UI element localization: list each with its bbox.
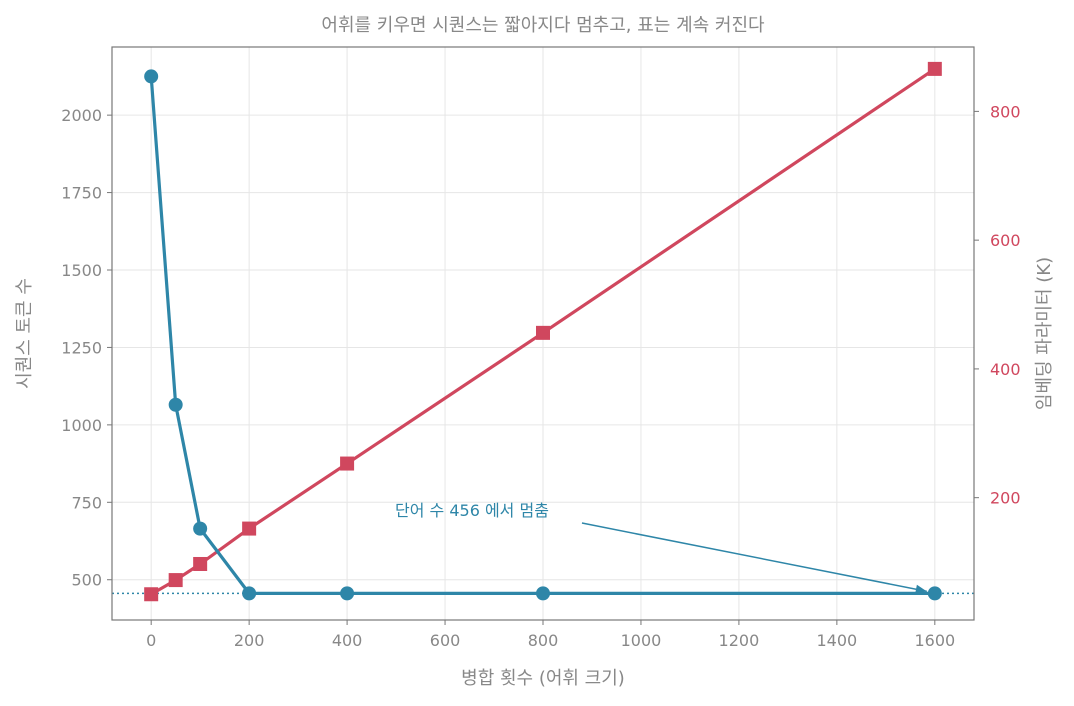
x-tick-label-2: 400 [332, 631, 363, 650]
y2-tick-label-1: 400 [990, 360, 1021, 379]
y-tick-label-2: 1000 [61, 416, 102, 435]
annotation-text: 단어 수 456 에서 멈춤 [395, 501, 549, 520]
series-0-point-0 [144, 69, 159, 84]
series-1 [144, 61, 942, 602]
series-1-point-0 [144, 587, 159, 602]
y-tick-label-5: 1750 [61, 184, 102, 203]
series-layer [144, 61, 942, 602]
y2-tick-label-2: 600 [990, 231, 1021, 250]
series-0-point-2 [193, 521, 208, 536]
x-tick-label-0: 0 [146, 631, 156, 650]
series-0 [144, 69, 942, 601]
y-axis-left-ticks: 500 750 1000 1250 1500 1750 2000 [61, 106, 112, 590]
y-tick-label-3: 1250 [61, 338, 102, 357]
series-1-point-6 [927, 61, 942, 76]
x-tick-label-6: 1200 [719, 631, 760, 650]
x-tick-label-7: 1400 [817, 631, 858, 650]
x-tick-label-4: 800 [528, 631, 559, 650]
y-axis-right-title: 임베딩 파라미터 (K) [1034, 257, 1055, 410]
x-tick-label-5: 1000 [621, 631, 662, 650]
x-axis-title: 병합 횟수 (어휘 크기) [461, 668, 625, 689]
y-axis-right-ticks: 200 400 600 800 [974, 102, 1021, 508]
y-tick-label-1: 750 [71, 493, 102, 512]
y2-tick-label-3: 800 [990, 102, 1021, 121]
series-0-point-6 [927, 586, 942, 601]
series-1-point-2 [193, 556, 208, 571]
y-tick-label-0: 500 [71, 571, 102, 590]
annotation-arrowhead [915, 584, 927, 594]
series-0-point-1 [168, 397, 183, 412]
x-axis-ticks: 0 200 400 600 800 1000 1200 1400 1600 [146, 620, 955, 650]
annotation-arrow [581, 522, 927, 593]
y-tick-label-6: 2000 [61, 106, 102, 125]
series-0-point-3 [242, 586, 257, 601]
series-1-point-1 [168, 573, 183, 588]
y-tick-label-4: 1500 [61, 261, 102, 280]
chart-title: 어휘를 키우면 시퀀스는 짧아지다 멈추고, 표는 계속 커진다 [321, 15, 765, 36]
y2-tick-label-0: 200 [990, 489, 1021, 508]
x-tick-label-3: 600 [430, 631, 461, 650]
annotation-layer: 단어 수 456 에서 멈춤 [395, 501, 927, 594]
series-0-point-4 [340, 586, 355, 601]
series-1-point-4 [340, 456, 355, 471]
y-axis-left-title: 시퀀스 토큰 수 [14, 278, 35, 389]
series-1-point-3 [242, 521, 257, 536]
x-tick-label-1: 200 [234, 631, 265, 650]
series-0-point-5 [536, 586, 550, 601]
x-tick-label-8: 1600 [914, 631, 955, 650]
series-1-point-5 [536, 325, 550, 340]
